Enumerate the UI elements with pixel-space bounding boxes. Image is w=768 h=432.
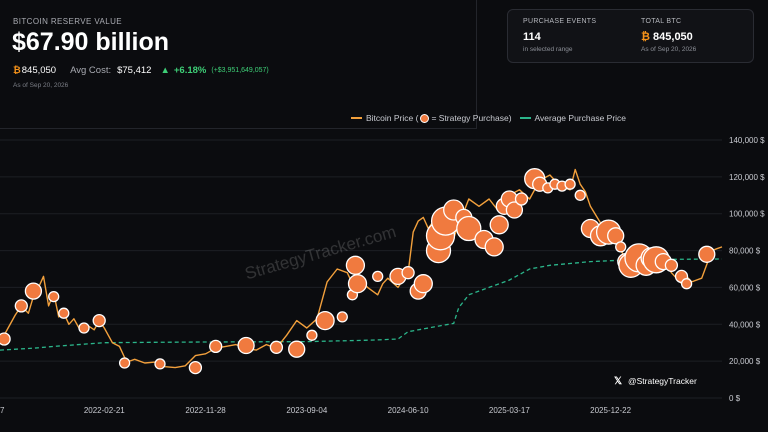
total-btc-value-row: ₿ 845,050 <box>641 31 696 43</box>
x-tick-label: 7 <box>0 406 5 415</box>
total-btc-label: TOTAL BTC <box>641 18 682 25</box>
x-tick-label: 2022-02-21 <box>84 406 125 415</box>
purchase-bubbles <box>0 168 716 375</box>
as-of-date: As of Sep 20, 2026 <box>13 82 69 89</box>
x-tick-label: 2023-09-04 <box>286 406 327 415</box>
purchase-bubble[interactable] <box>92 313 106 328</box>
purchase-bubble[interactable] <box>489 215 509 235</box>
x-tick-label: 2025-12-22 <box>590 406 631 415</box>
x-tick-label: 2022-11-28 <box>185 406 226 415</box>
purchase-bubble[interactable] <box>288 340 306 358</box>
x-axis: 7 2022-02-21 2022-11-28 2023-09-04 2024-06-1… <box>0 406 632 415</box>
purchase-bubble[interactable] <box>209 339 223 354</box>
purchase-bubble[interactable] <box>48 290 60 303</box>
x-logo-icon: 𝕏 <box>614 376 622 387</box>
purchase-bubble[interactable] <box>698 245 716 263</box>
y-tick-label: 140,000 $ <box>729 136 765 145</box>
header-panel <box>0 0 477 129</box>
total-btc-value: 845,050 <box>653 31 693 43</box>
purchase-bubble[interactable] <box>514 192 529 206</box>
bitcoin-icon: ₿ <box>641 31 650 43</box>
average-line-swatch <box>519 117 531 119</box>
purchase-bubble[interactable] <box>413 274 433 294</box>
avg-cost-value: $75,412 <box>117 65 152 76</box>
purchase-bubble[interactable] <box>484 237 504 257</box>
purchase-bubble[interactable] <box>345 255 366 275</box>
purchase-bubble[interactable] <box>306 329 318 341</box>
summary-card: PURCHASE EVENTS 114 in selected range TO… <box>507 9 754 63</box>
purchase-bubble[interactable] <box>680 278 693 290</box>
purchase-bubble[interactable] <box>188 360 203 375</box>
purchase-bubble[interactable] <box>78 322 90 334</box>
y-tick-label: 120,000 $ <box>729 173 765 182</box>
purchase-bubble[interactable] <box>564 178 576 190</box>
bitcoin-icon: ₿ <box>13 65 21 76</box>
btc-amount: 845,050 <box>21 65 57 76</box>
total-btc-sub: As of Sep 20, 2026 <box>641 46 697 53</box>
purchase-bubble-swatch <box>420 113 430 123</box>
y-axis: 0 $ 20,000 $ 40,000 $ 60,000 $ 80,000 $ 100,0… <box>729 136 765 403</box>
purchase-bubble[interactable] <box>269 340 284 354</box>
legend-average: Average Purchase Price <box>534 113 627 123</box>
legend-price: Bitcoin Price ( <box>366 113 419 123</box>
purchase-bubble[interactable] <box>315 310 335 331</box>
change-absolute: (+$3,951,649,057) <box>211 67 269 74</box>
purchase-bubble[interactable] <box>615 241 627 253</box>
purchase-events-stat: PURCHASE EVENTS 114 in selected range <box>523 18 596 53</box>
reserve-stats: ₿ 845,050 Avg Cost: $75,412 ▲ +6.18% (+$… <box>13 65 269 76</box>
chart-legend: Bitcoin Price ( = Strategy Purchase) Ave… <box>351 113 626 123</box>
purchase-bubble[interactable] <box>607 227 625 245</box>
purchase-bubble[interactable] <box>401 266 415 280</box>
legend-purchase: = Strategy Purchase) <box>431 113 512 123</box>
purchase-bubble[interactable] <box>574 189 586 201</box>
purchase-bubble[interactable] <box>505 201 524 219</box>
y-tick-label: 80,000 $ <box>729 247 761 256</box>
purchase-bubble[interactable] <box>456 215 482 242</box>
x-tick-label: 2024-06-10 <box>388 406 429 415</box>
reserve-label: BITCOIN RESERVE VALUE <box>13 17 123 26</box>
bitcoin-purchase-chart: 0 $ 20,000 $ 40,000 $ 60,000 $ 80,000 $ 100,0… <box>0 136 765 415</box>
purchase-bubble[interactable] <box>347 274 368 294</box>
purchase-bubble[interactable] <box>154 358 166 370</box>
purchase-events-sub: in selected range <box>523 46 573 53</box>
total-btc-stat: TOTAL BTC ₿ 845,050 As of Sep 20, 2026 <box>641 18 696 53</box>
purchase-bubble[interactable] <box>118 357 131 369</box>
y-tick-label: 100,000 $ <box>729 210 765 219</box>
avg-cost-label: Avg Cost: <box>70 65 112 76</box>
purchase-bubble[interactable] <box>0 332 11 346</box>
y-tick-label: 60,000 $ <box>729 283 761 292</box>
up-arrow-icon: ▲ <box>160 65 170 76</box>
purchase-bubble[interactable] <box>24 282 43 300</box>
purchase-bubble[interactable] <box>664 258 679 272</box>
social-handle[interactable]: 𝕏 @StrategyTracker <box>614 376 697 387</box>
social-handle-text: @StrategyTracker <box>628 376 697 386</box>
price-line-swatch <box>351 117 362 119</box>
change-percent: +6.18% <box>173 65 207 76</box>
purchase-bubble[interactable] <box>237 336 255 355</box>
purchase-bubble[interactable] <box>14 299 28 313</box>
y-tick-label: 20,000 $ <box>729 357 761 366</box>
reserve-value: $67.90 billion <box>12 28 170 56</box>
y-tick-label: 40,000 $ <box>729 320 761 329</box>
purchase-events-value: 114 <box>523 31 541 43</box>
x-tick-label: 2025-03-17 <box>489 406 530 415</box>
purchase-bubble[interactable] <box>372 270 384 283</box>
y-tick-label: 0 $ <box>729 394 741 403</box>
purchase-bubble[interactable] <box>58 307 70 319</box>
purchase-events-label: PURCHASE EVENTS <box>523 18 597 25</box>
purchase-bubble[interactable] <box>336 311 348 323</box>
average-price-line <box>0 258 723 351</box>
